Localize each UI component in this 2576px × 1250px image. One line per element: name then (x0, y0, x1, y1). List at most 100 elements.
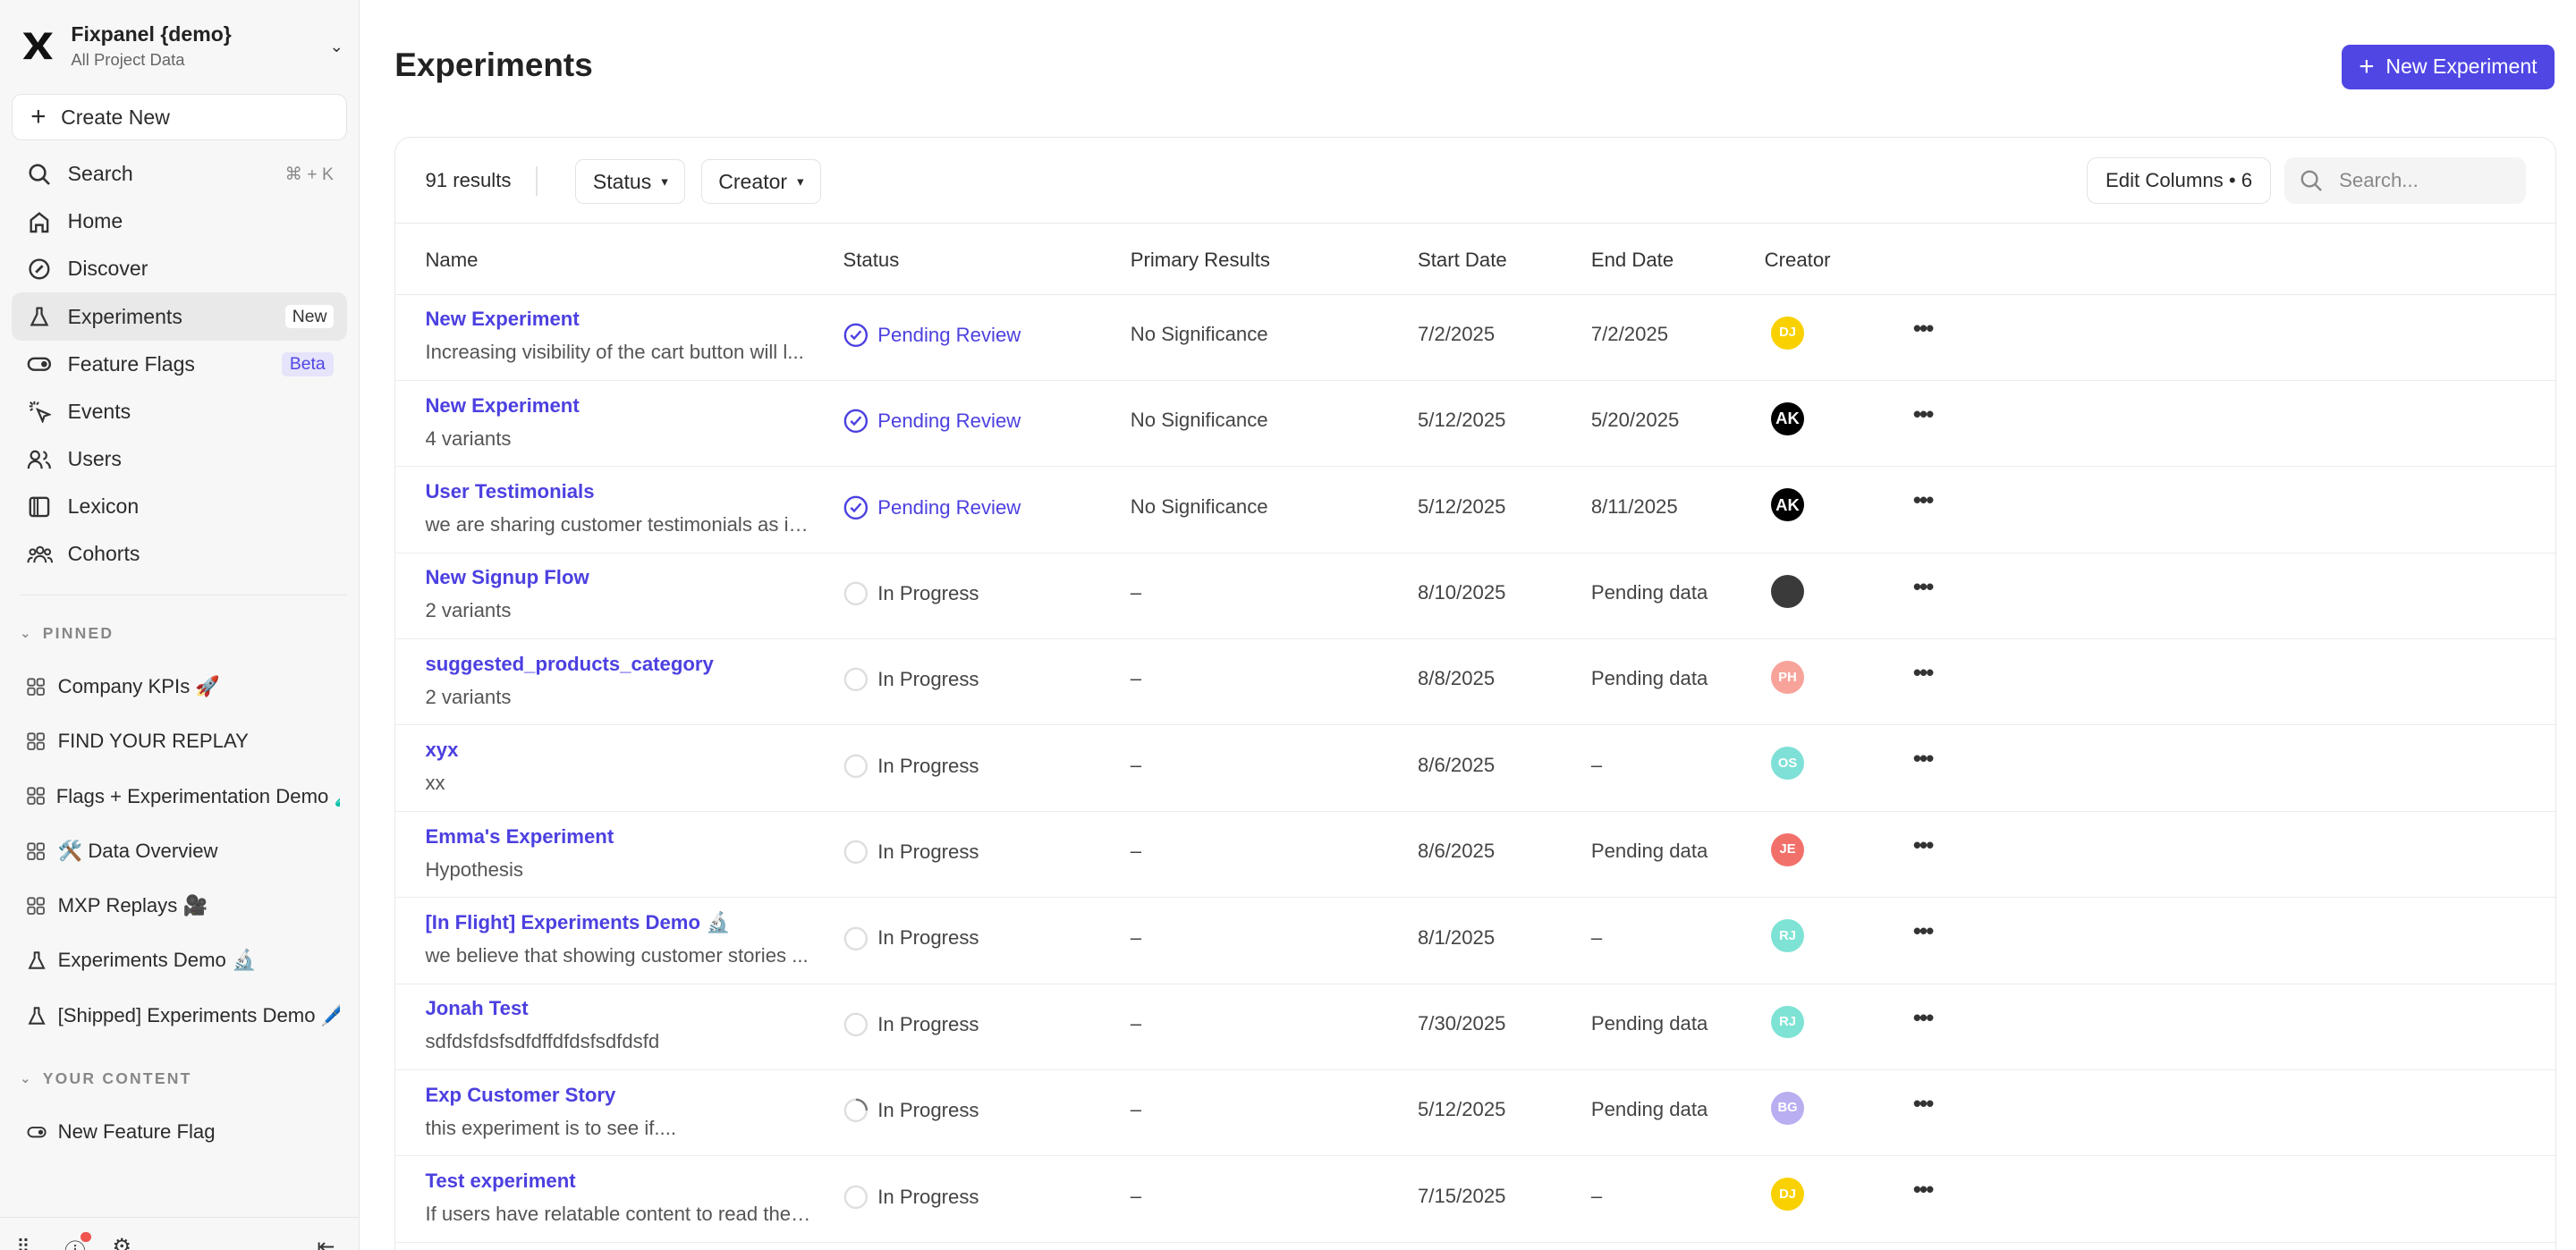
your-content-section-toggle[interactable]: ⌄ YOUR CONTENT (20, 1069, 191, 1088)
creator-avatar[interactable]: RJ (1771, 919, 1804, 953)
compass-icon (27, 256, 54, 283)
more-options-icon[interactable]: ••• (1912, 919, 1934, 945)
pinned-item[interactable]: Experiments Demo 🔬 (27, 944, 341, 977)
creator-avatar[interactable]: BG (1771, 1091, 1804, 1125)
creator-avatar[interactable]: JE (1771, 832, 1804, 866)
end-date: 8/11/2025 (1590, 494, 1678, 518)
status-badge: Pending Review (843, 409, 1021, 434)
experiment-name-link[interactable]: [In Flight] Experiments Demo 🔬 (425, 910, 731, 933)
status-label: In Progress (877, 1185, 979, 1208)
table-row[interactable]: Exp Customer Story this experiment is to… (395, 1070, 2555, 1157)
creator-avatar[interactable]: AK (1771, 401, 1804, 435)
more-options-icon[interactable]: ••• (1912, 316, 1934, 342)
search-icon (27, 161, 54, 188)
creator-avatar[interactable]: DJ (1771, 1178, 1804, 1212)
apps-grid-icon[interactable]: ⠿ (16, 1237, 30, 1250)
sidebar-item-experiments[interactable]: Experiments New (11, 292, 347, 341)
column-header-primary-results[interactable]: Primary Results (1130, 248, 1270, 271)
table-row[interactable]: New Signup Flow 2 variants In Progress –… (395, 553, 2555, 640)
more-options-icon[interactable]: ••• (1912, 1005, 1934, 1031)
experiment-name-link[interactable]: User Testimonials (425, 480, 595, 503)
experiment-name-link[interactable]: xyx (425, 739, 459, 762)
project-switcher[interactable]: Fixpanel {demo} All Project Data ⌄ (20, 20, 343, 72)
creator-avatar[interactable] (1771, 574, 1804, 608)
pinned-item[interactable]: MXP Replays 🎥 (26, 890, 341, 923)
status-label: In Progress (877, 581, 979, 604)
sidebar-item-discover[interactable]: Discover (12, 245, 347, 292)
pinned-item[interactable]: 🛠️ Data Overview (26, 834, 341, 867)
more-options-icon[interactable]: ••• (1912, 1091, 1934, 1117)
sidebar-item-search[interactable]: Search ⌘ + K (12, 150, 347, 198)
main-content: Experiments + New Experiment 91 results S… (360, 0, 2576, 1250)
experiment-name-link[interactable]: New Experiment (425, 393, 580, 417)
sidebar-item-cohorts[interactable]: Cohorts (12, 530, 347, 578)
create-new-button[interactable]: + Create New (11, 94, 347, 140)
more-options-icon[interactable]: ••• (1912, 574, 1934, 600)
creator-avatar[interactable]: OS (1771, 747, 1804, 781)
column-header-start-date[interactable]: Start Date (1417, 248, 1507, 271)
pinned-item[interactable]: Company KPIs 🚀 (26, 671, 341, 704)
help-icon[interactable]: ⓘ (64, 1232, 91, 1250)
sidebar-item-label: Users (67, 447, 122, 470)
sidebar-item-events[interactable]: Events (12, 388, 347, 435)
experiment-name-link[interactable]: Exp Customer Story (425, 1083, 616, 1106)
new-experiment-label: New Experiment (2385, 55, 2538, 79)
column-header-status[interactable]: Status (843, 248, 900, 271)
table-row[interactable]: [In Flight] Experiments Demo 🔬 we believ… (395, 898, 2555, 984)
experiment-name-link[interactable]: suggested_products_category (425, 652, 714, 675)
more-options-icon[interactable]: ••• (1912, 401, 1934, 427)
sidebar-item-users[interactable]: Users (12, 435, 347, 483)
more-options-icon[interactable]: ••• (1912, 488, 1934, 514)
table-row[interactable]: suggested_products_category 2 variants I… (395, 639, 2555, 726)
status-label: In Progress (877, 1099, 979, 1122)
experiment-name-link[interactable]: Emma's Experiment (425, 824, 614, 848)
more-options-icon[interactable]: ••• (1912, 1178, 1934, 1204)
more-options-icon[interactable]: ••• (1912, 747, 1934, 773)
table-row[interactable]: New Experiment 4 variants Pending Review… (395, 381, 2555, 468)
experiment-description: Hypothesis (425, 857, 523, 881)
column-header-end-date[interactable]: End Date (1590, 248, 1674, 271)
sidebar-item-feature-flags[interactable]: Feature Flags Beta (12, 341, 347, 388)
table-row[interactable]: Test experiment If users have relatable … (395, 1156, 2555, 1243)
pinned-item-label: Company KPIs 🚀 (57, 674, 220, 697)
sidebar-item-home[interactable]: Home (12, 198, 347, 245)
empty-circle-icon (843, 581, 869, 606)
table-row[interactable]: User Testimonials we are sharing custome… (395, 467, 2555, 553)
experiment-description: 4 variants (425, 427, 512, 450)
empty-circle-icon (843, 1185, 869, 1210)
pinned-item[interactable]: FIND YOUR REPLAY (26, 725, 341, 758)
creator-avatar[interactable]: AK (1771, 488, 1804, 522)
sidebar-item-lexicon[interactable]: Lexicon (12, 483, 347, 530)
table-row[interactable]: xyx xx In Progress – 8/6/2025 – OS ••• (395, 725, 2555, 812)
table-row[interactable]: New Experiment Increasing visibility of … (395, 295, 2555, 381)
collapse-sidebar-icon[interactable]: ⇤ (317, 1235, 335, 1250)
experiment-name-link[interactable]: Test experiment (425, 1170, 576, 1193)
pinned-item[interactable]: Flags + Experimentation Demo 🧪 (26, 780, 340, 813)
pinned-item[interactable]: New Feature Flag (27, 1116, 341, 1149)
experiment-description: we are sharing customer testimonials as … (425, 513, 814, 536)
search-icon (2300, 169, 2323, 192)
experiment-name-link[interactable]: New Signup Flow (425, 566, 589, 589)
edit-columns-button[interactable]: Edit Columns • 6 (2086, 157, 2272, 205)
your-content-label: YOUR CONTENT (42, 1069, 192, 1088)
settings-gear-icon[interactable]: ⚙ (112, 1235, 132, 1250)
pinned-item[interactable]: [Shipped] Experiments Demo 🖊️ (27, 999, 340, 1032)
column-header-name[interactable]: Name (425, 248, 479, 271)
more-options-icon[interactable]: ••• (1912, 661, 1934, 687)
search-field[interactable]: Search... (2284, 157, 2526, 205)
creator-avatar[interactable]: DJ (1771, 316, 1804, 350)
new-experiment-button[interactable]: + New Experiment (2341, 44, 2555, 89)
status-filter-label: Status (592, 169, 652, 193)
creator-avatar[interactable]: RJ (1771, 1005, 1804, 1039)
experiment-name-link[interactable]: New Experiment (425, 308, 580, 331)
creator-avatar[interactable]: PH (1771, 661, 1804, 694)
experiment-name-link[interactable]: Jonah Test (425, 997, 529, 1020)
table-row[interactable]: Jonah Test sdfdsfdsfsdfdffdfdsfsdfdsfd I… (395, 984, 2555, 1070)
status-filter[interactable]: Status ▾ (575, 159, 686, 205)
column-header-creator[interactable]: Creator (1764, 248, 1831, 271)
more-options-icon[interactable]: ••• (1912, 832, 1934, 858)
pinned-section-toggle[interactable]: ⌄ PINNED (20, 624, 114, 643)
table-row[interactable]: Emma's Experiment Hypothesis In Progress… (395, 812, 2555, 899)
creator-filter[interactable]: Creator ▾ (700, 159, 822, 205)
pinned-item-label: FIND YOUR REPLAY (57, 730, 249, 753)
